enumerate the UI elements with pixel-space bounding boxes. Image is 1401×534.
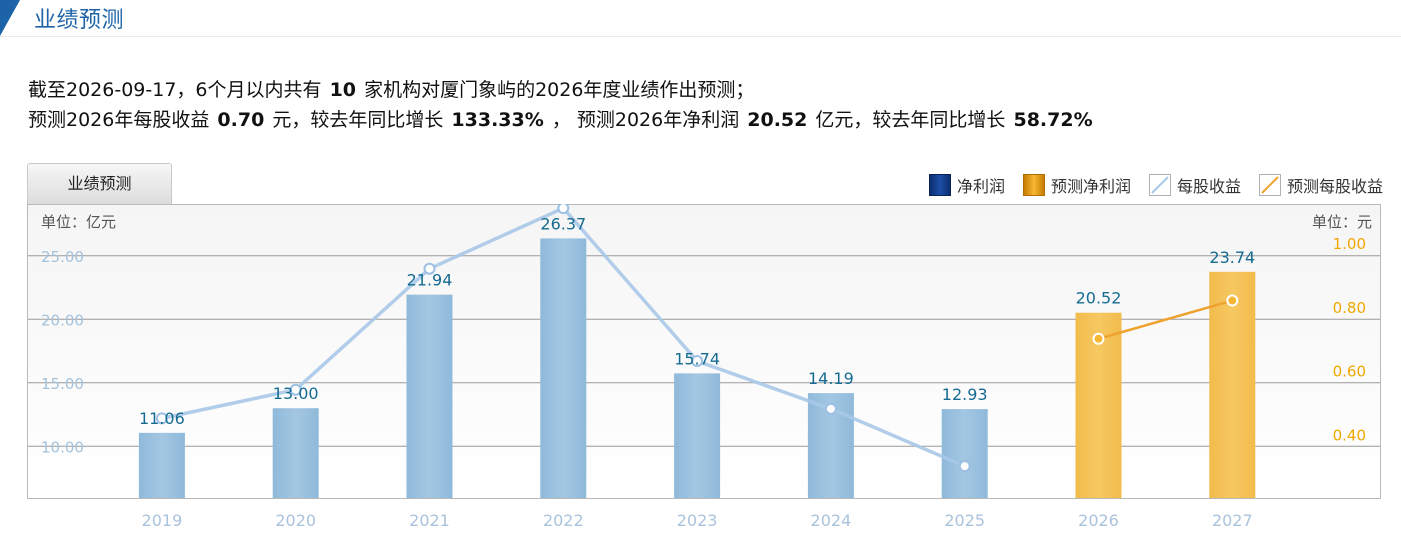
forecast-summary: 截至2026-09-17，6个月以内共有 10 家机构对厦门象屿的2026年度业… xyxy=(28,75,1095,135)
summary-suffix: 家机构对厦门象屿的2026年度业绩作出预测； xyxy=(364,79,755,101)
orange-bar-swatch-icon xyxy=(1022,174,1045,196)
forecast-eps-line xyxy=(1098,299,1233,340)
bar-value-label: 14.19 xyxy=(808,369,854,388)
corner-triangle-icon xyxy=(0,0,20,36)
legend-label: 净利润 xyxy=(956,177,1005,196)
forecast-profit-bar xyxy=(1209,271,1256,498)
eps-value: 0.70 xyxy=(217,109,265,131)
net-profit-bar xyxy=(540,238,587,498)
x-axis-tick: 2019 xyxy=(142,511,183,530)
bar-value-label: 13.00 xyxy=(273,384,319,403)
eps-unit: 元，较去年同比增长 xyxy=(272,109,444,131)
bar-value-label: 20.52 xyxy=(1076,289,1122,308)
bar-value-label: 26.37 xyxy=(540,214,586,233)
x-axis-tick: 2021 xyxy=(409,511,450,530)
blue-bar-swatch-icon xyxy=(928,174,951,196)
net-profit-bar xyxy=(674,373,721,498)
profit-unit: 亿元，较去年同比增长 xyxy=(815,109,1006,131)
left-axis-tick: 20.00 xyxy=(41,311,84,329)
bar-value-label: 21.94 xyxy=(407,271,453,290)
x-axis-tick: 2026 xyxy=(1078,511,1119,530)
x-axis-tick: 2023 xyxy=(677,511,718,530)
eps-growth: 133.33% xyxy=(451,109,544,131)
chart-legend: 净利润 预测净利润 每股收益 预测每股收益 xyxy=(911,173,1383,197)
eps-point xyxy=(557,204,570,215)
profit-prefix: ， 预测2026年净利润 xyxy=(551,109,740,131)
blue-line-swatch-icon xyxy=(1148,174,1171,196)
bar-value-label: 23.74 xyxy=(1209,248,1255,267)
page-header: 业绩预测 xyxy=(0,0,1401,37)
legend-item-forecast-net-profit[interactable]: 预测净利润 xyxy=(1022,173,1131,197)
net-profit-bar xyxy=(406,294,453,498)
profit-growth: 58.72% xyxy=(1013,109,1093,131)
x-axis-tick: 2020 xyxy=(275,511,316,530)
left-axis-unit: 单位：亿元 xyxy=(41,213,116,231)
x-axis-tick: 2024 xyxy=(811,511,852,530)
bar-value-label: 15.74 xyxy=(674,349,720,368)
legend-label: 预测净利润 xyxy=(1050,177,1131,196)
forecast-eps-point xyxy=(1092,332,1105,345)
legend-item-net-profit[interactable]: 净利润 xyxy=(928,173,1005,197)
right-axis-tick: 1.00 xyxy=(1333,235,1366,253)
right-axis-tick: 0.40 xyxy=(1333,426,1366,444)
legend-label: 预测每股收益 xyxy=(1286,177,1383,196)
right-axis-tick: 0.60 xyxy=(1333,363,1366,381)
left-axis-tick: 25.00 xyxy=(41,248,84,266)
right-axis-tick: 0.80 xyxy=(1333,299,1366,317)
bar-value-label: 11.06 xyxy=(139,409,185,428)
eps-point xyxy=(289,383,302,396)
forecast-eps-point xyxy=(1226,294,1239,307)
net-profit-bar xyxy=(272,408,319,498)
eps-point xyxy=(824,402,837,415)
x-axis-tick: 2027 xyxy=(1212,511,1253,530)
legend-item-eps[interactable]: 每股收益 xyxy=(1148,173,1241,197)
profit-value: 20.52 xyxy=(747,109,808,131)
tab-forecast[interactable]: 业绩预测 xyxy=(27,163,172,204)
left-axis-tick: 10.00 xyxy=(41,438,84,456)
summary-prefix: 截至2026-09-17，6个月以内共有 xyxy=(28,79,322,101)
eps-point xyxy=(691,355,704,368)
orange-line-swatch-icon xyxy=(1258,174,1281,196)
forecast-chart-svg: 单位：亿元 单位：元 11.06 13.00 21.94 26.37 15.74 14.1… xyxy=(27,204,1381,530)
eps-prefix: 预测2026年每股收益 xyxy=(28,109,210,131)
forecast-chart: 单位：亿元 单位：元 11.06 13.00 21.94 26.37 15.74 14.1… xyxy=(27,204,1383,534)
eps-point xyxy=(958,460,971,473)
bar-value-label: 12.93 xyxy=(942,385,988,404)
summary-line-2: 预测2026年每股收益 0.70 元，较去年同比增长 133.33% ， 预测2… xyxy=(28,105,1095,135)
eps-point xyxy=(423,262,436,275)
x-axis-tick: 2025 xyxy=(944,511,985,530)
legend-item-forecast-eps[interactable]: 预测每股收益 xyxy=(1258,173,1383,197)
page-title: 业绩预测 xyxy=(34,8,125,33)
eps-point xyxy=(155,412,168,425)
summary-line-1: 截至2026-09-17，6个月以内共有 10 家机构对厦门象屿的2026年度业… xyxy=(28,75,1095,105)
right-axis-unit: 单位：元 xyxy=(1312,213,1372,231)
legend-label: 每股收益 xyxy=(1176,177,1241,196)
net-profit-bar xyxy=(138,432,185,498)
net-profit-bar xyxy=(941,409,988,498)
org-count: 10 xyxy=(329,79,357,101)
x-axis-tick: 2022 xyxy=(543,511,584,530)
left-axis-tick: 15.00 xyxy=(41,375,84,393)
